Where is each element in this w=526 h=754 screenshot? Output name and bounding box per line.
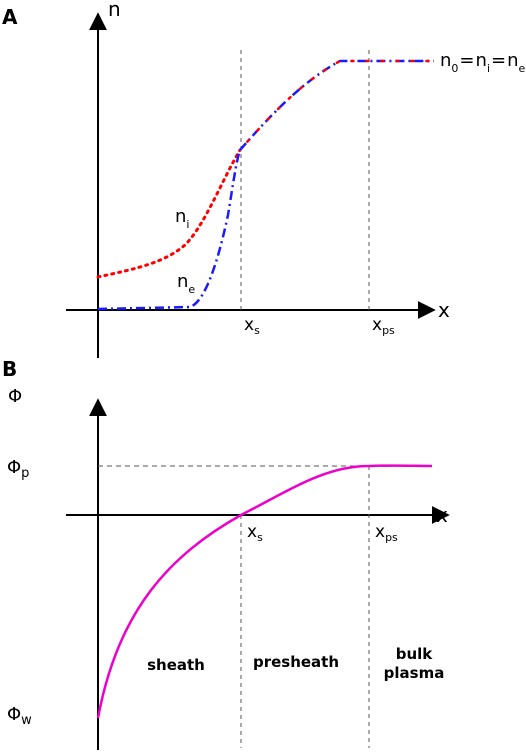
xs-tick-label-a: xs: [244, 315, 260, 337]
potential-curve: [96, 464, 433, 719]
panel-b-label: B: [2, 357, 17, 381]
panel-a-label: A: [2, 5, 18, 29]
ion-density-label: ni: [175, 206, 189, 231]
xps-tick-label-a: xps: [372, 315, 395, 337]
electron-density-curve: [97, 149, 242, 311]
phi-w-label: Φw: [7, 704, 32, 728]
equilibrium-equation: n0=ni=ne: [440, 50, 526, 75]
electron-density-label: ne: [177, 271, 195, 296]
bulk-region-label-line2: plasma: [384, 664, 445, 682]
panel-b: B Φ x Φp Φw xs xps sheath presheath bulk…: [2, 357, 450, 750]
panel-a: A n x xs xps ni ne n0=ni=ne: [2, 0, 526, 358]
xps-tick-label-b: xps: [375, 522, 398, 544]
combined-density-curve: [239, 59, 434, 151]
combined-density-curve-overlay: [238, 59, 436, 152]
panel-b-y-axis-label: Φ: [8, 386, 22, 407]
panel-b-x-axis-label: x: [436, 503, 448, 527]
panel-a-y-axis-label: n: [108, 0, 121, 21]
bulk-region-label-line1: bulk: [396, 645, 434, 663]
ion-density-curve: [96, 148, 242, 279]
sheath-region-label: sheath: [147, 656, 205, 674]
panel-a-x-axis-label: x: [438, 298, 450, 322]
presheath-region-label: presheath: [253, 653, 339, 671]
phi-p-label: Φp: [7, 457, 29, 481]
xs-tick-label-b: xs: [247, 522, 263, 544]
